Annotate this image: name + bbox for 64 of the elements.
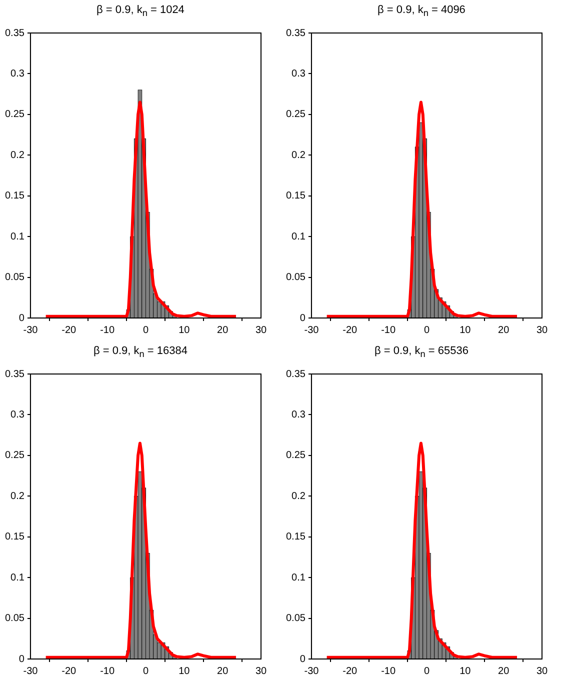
y-tick-label: 0.2 bbox=[292, 150, 306, 161]
y-tick-label: 0.15 bbox=[286, 532, 306, 543]
x-tick-label: 20 bbox=[217, 666, 229, 677]
y-tick-label: 0.25 bbox=[286, 450, 306, 462]
x-tick-label: 10 bbox=[460, 324, 472, 336]
y-tick-label: 0.35 bbox=[286, 28, 306, 39]
x-tick-label: 30 bbox=[255, 666, 267, 677]
y-tick-label: 0.2 bbox=[10, 490, 25, 502]
x-tick-label: 0 bbox=[424, 324, 430, 336]
x-tick-label: 20 bbox=[498, 666, 510, 677]
y-tick-label: 0 bbox=[18, 654, 25, 665]
y-tick-label: 0.2 bbox=[292, 490, 306, 502]
x-tick-label: 20 bbox=[498, 324, 510, 336]
y-tick-label: 0.35 bbox=[4, 368, 25, 380]
chart-title: β = 0.9, k$_{n}$ = 4096 bbox=[376, 3, 466, 20]
y-tick-label: 0.05 bbox=[4, 272, 25, 284]
x-tick-label: -30 bbox=[304, 666, 320, 677]
y-tick-label: 0.1 bbox=[10, 231, 25, 242]
x-tick-label: 0 bbox=[142, 324, 149, 336]
x-tick-label: -20 bbox=[62, 324, 77, 336]
x-tick-label: -20 bbox=[342, 666, 358, 677]
y-tick-label: 0.2 bbox=[10, 150, 25, 161]
y-tick-label: 0.1 bbox=[292, 231, 306, 242]
x-tick-label: 10 bbox=[178, 324, 190, 336]
y-tick-label: 0.05 bbox=[286, 272, 306, 284]
y-tick-label: 0.1 bbox=[10, 572, 25, 584]
y-tick-label: 0 bbox=[18, 312, 25, 324]
x-tick-label: 0 bbox=[142, 666, 149, 677]
x-tick-label: -30 bbox=[23, 324, 38, 336]
y-tick-label: 0.3 bbox=[10, 68, 25, 80]
chart-title: β = 0.9, k$_{n}$ = 1024 bbox=[96, 3, 186, 20]
x-tick-label: -30 bbox=[304, 324, 320, 336]
x-tick-label: 0 bbox=[424, 666, 430, 677]
x-tick-label: 20 bbox=[217, 324, 229, 336]
y-tick-label: 0.1 bbox=[292, 572, 306, 584]
y-tick-label: 0.15 bbox=[286, 190, 306, 202]
y-tick-label: 0.05 bbox=[286, 613, 306, 624]
x-tick-label: -10 bbox=[100, 324, 115, 336]
y-tick-label: 0.35 bbox=[286, 368, 306, 380]
x-tick-label: -10 bbox=[381, 666, 396, 677]
y-tick-label: 0.3 bbox=[292, 409, 306, 420]
y-tick-label: 0.15 bbox=[4, 190, 25, 202]
x-tick-label: 30 bbox=[536, 324, 548, 336]
x-tick-label: 10 bbox=[178, 666, 190, 677]
x-tick-label: -20 bbox=[62, 666, 77, 677]
y-tick-label: 0.3 bbox=[292, 68, 306, 80]
y-tick-label: 0.15 bbox=[4, 532, 25, 543]
x-tick-label: 30 bbox=[255, 324, 267, 336]
x-tick-label: 30 bbox=[536, 666, 548, 677]
x-tick-label: -10 bbox=[381, 324, 396, 336]
chart-title: β = 0.9, k$_{n}$ = 65536 bbox=[374, 344, 470, 362]
x-tick-label: -10 bbox=[100, 666, 115, 677]
y-tick-label: 0 bbox=[300, 312, 306, 324]
y-tick-label: 0.25 bbox=[4, 450, 25, 462]
y-tick-label: 0.05 bbox=[4, 613, 25, 624]
y-tick-label: 0.25 bbox=[286, 109, 306, 120]
x-tick-label: -20 bbox=[342, 324, 358, 336]
y-tick-label: 0.25 bbox=[4, 109, 25, 120]
y-tick-label: 0.3 bbox=[10, 409, 25, 420]
x-tick-label: -30 bbox=[23, 666, 38, 677]
y-tick-label: 0 bbox=[300, 654, 306, 665]
chart-title: β = 0.9, k$_{n}$ = 16384 bbox=[92, 344, 188, 362]
y-tick-label: 0.35 bbox=[4, 28, 25, 39]
x-tick-label: 10 bbox=[460, 666, 472, 677]
